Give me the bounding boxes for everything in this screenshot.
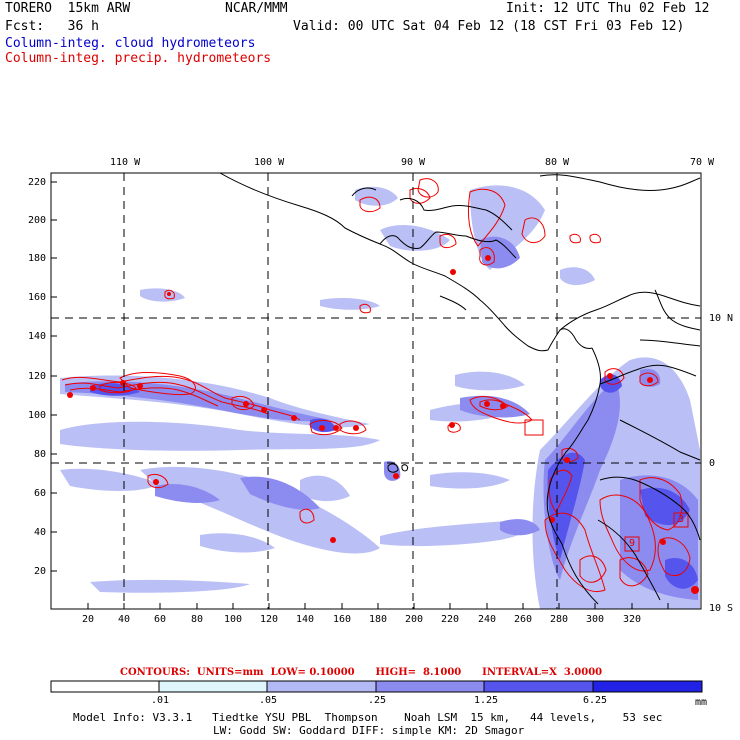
x-tick-label: 220	[441, 614, 460, 625]
valid-time: Valid: 00 UTC Sat 04 Feb 12 (18 CST Fri …	[293, 19, 685, 34]
colorbar-swatch-2	[266, 680, 377, 693]
y-tick-label: 80	[34, 449, 47, 460]
lon-label-110w: 110 W	[110, 157, 141, 168]
precip-contours	[61, 178, 691, 592]
model-title: TORERO 15km ARW	[5, 1, 131, 16]
colorbar-label: .05	[259, 695, 278, 706]
y-tick-label: 120	[28, 371, 47, 382]
y-tick-label: 180	[28, 253, 47, 264]
tick-marks	[51, 181, 669, 609]
lat-label-0: 0	[709, 458, 716, 469]
org-label: NCAR/MMM	[225, 1, 288, 16]
lat-label-10s: 10 S	[709, 603, 734, 614]
init-time: Init: 12 UTC Thu 02 Feb 12	[506, 1, 710, 16]
x-tick-label: 120	[260, 614, 279, 625]
colorbar-swatch-4	[483, 680, 594, 693]
x-tick-label: 60	[154, 614, 167, 625]
field-cloud-label: Column-integ. cloud hydrometeors	[5, 36, 256, 51]
colorbar-label: .01	[151, 695, 170, 706]
x-tick-label: 100	[224, 614, 243, 625]
lon-label-100w: 100 W	[254, 157, 285, 168]
x-tick-label: 40	[118, 614, 131, 625]
lon-label-70w: 70 W	[690, 157, 715, 168]
y-tick-label: 200	[28, 215, 47, 226]
x-tick-label: 300	[586, 614, 605, 625]
x-tick-label: 20	[82, 614, 95, 625]
y-tick-label: 20	[34, 566, 47, 577]
y-tick-label: 100	[28, 410, 47, 421]
contour-info: CONTOURS: UNITS=mm LOW= 0.10000 HIGH= 8.…	[120, 667, 603, 678]
precip-cores	[67, 255, 699, 594]
x-tick-label: 280	[550, 614, 569, 625]
colorbar-label: .25	[368, 695, 387, 706]
colorbar-swatch-0	[50, 680, 160, 693]
lat-label-10n: 10 N	[709, 313, 734, 324]
plot-frame	[50, 172, 702, 610]
x-tick-label: 200	[405, 614, 424, 625]
colorbar-swatch-1	[158, 680, 268, 693]
y-tick-label: 140	[28, 331, 47, 342]
x-tick-label: 320	[623, 614, 642, 625]
x-tick-label: 80	[191, 614, 204, 625]
x-tick-label: 260	[514, 614, 533, 625]
y-tick-label: 220	[28, 177, 47, 188]
x-tick-label: 180	[369, 614, 388, 625]
colorbar-swatch-3	[375, 680, 485, 693]
x-tick-label: 160	[333, 614, 352, 625]
box-label: 9	[629, 538, 636, 549]
cloud-light-areas	[60, 185, 700, 609]
x-tick-label: 240	[478, 614, 497, 625]
lon-label-80w: 80 W	[545, 157, 570, 168]
forecast-hour: Fcst: 36 h	[5, 19, 99, 34]
y-tick-label: 40	[34, 527, 47, 538]
colorbar	[50, 680, 703, 693]
colorbar-units: mm	[695, 697, 708, 708]
graticule	[51, 173, 701, 609]
colorbar-swatch-5	[592, 680, 703, 693]
model-physics: LW: Godd SW: Goddard DIFF: simple KM: 2D…	[213, 724, 525, 737]
box-label: 3	[678, 514, 685, 525]
colorbar-label: 6.25	[583, 695, 608, 706]
colorbar-label: 1.25	[474, 695, 499, 706]
field-precip-label: Column-integ. precip. hydrometeors	[5, 51, 272, 66]
y-tick-label: 160	[28, 292, 47, 303]
model-info: Model Info: V3.3.1 Tiedtke YSU PBL Thomp…	[73, 711, 663, 724]
y-tick-label: 60	[34, 488, 47, 499]
coastlines	[219, 173, 701, 605]
lon-label-90w: 90 W	[401, 157, 426, 168]
x-tick-label: 140	[296, 614, 315, 625]
